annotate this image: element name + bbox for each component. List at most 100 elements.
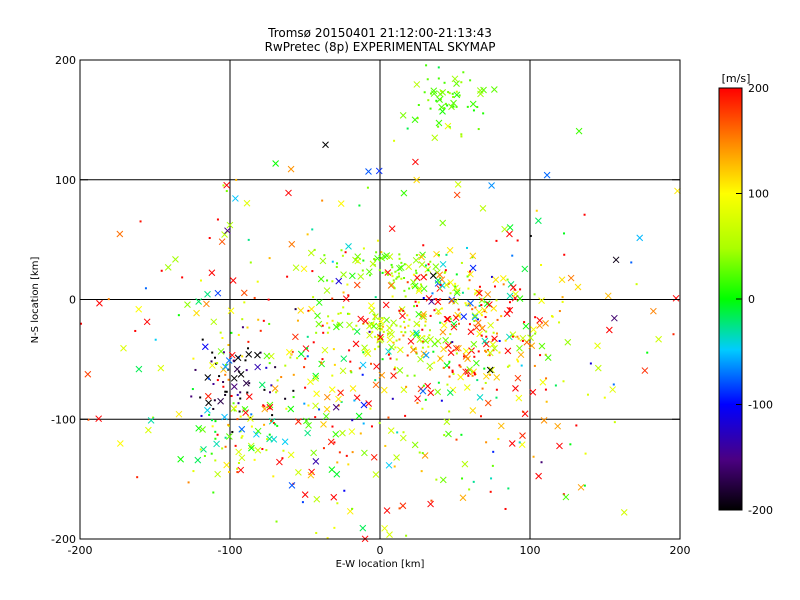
scatter-point xyxy=(536,317,544,324)
scatter-point xyxy=(216,433,219,436)
scatter-point xyxy=(452,314,460,322)
scatter-point xyxy=(466,246,469,249)
scatter-point xyxy=(485,335,488,338)
scatter-point xyxy=(346,321,353,329)
scatter-point xyxy=(321,346,329,354)
scatter-point xyxy=(352,256,359,264)
scatter-point xyxy=(208,413,211,416)
scatter-point xyxy=(512,335,515,338)
scatter-point xyxy=(200,446,207,453)
scatter-point xyxy=(348,349,351,352)
scatter-point xyxy=(195,424,203,432)
scatter-point xyxy=(353,399,356,402)
scatter-point xyxy=(439,476,447,484)
scatter-point xyxy=(229,277,237,284)
scatter-point xyxy=(436,90,444,98)
scatter-point xyxy=(386,253,394,260)
scatter-point xyxy=(445,430,452,438)
scatter-point xyxy=(270,384,273,387)
scatter-point xyxy=(327,438,335,446)
scatter-point xyxy=(151,416,154,419)
scatter-point xyxy=(254,363,262,371)
scatter-point xyxy=(415,310,423,318)
scatter-point xyxy=(262,404,265,407)
scatter-point xyxy=(263,388,266,391)
scatter-point xyxy=(400,261,403,264)
scatter-point xyxy=(238,410,241,413)
scatter-point xyxy=(357,315,365,323)
scatter-point xyxy=(336,321,344,329)
scatter-point xyxy=(351,419,354,422)
scatter-point xyxy=(429,314,432,317)
x-tick-label: -200 xyxy=(68,544,93,557)
scatter-point xyxy=(477,128,480,131)
scatter-point xyxy=(473,324,480,331)
scatter-point xyxy=(262,319,265,322)
scatter-point xyxy=(415,254,418,257)
scatter-point xyxy=(429,260,432,263)
scatter-point xyxy=(393,139,396,142)
scatter-point xyxy=(490,275,493,278)
scatter-point xyxy=(147,417,155,424)
scatter-point xyxy=(395,358,398,361)
scatter-point xyxy=(457,322,460,325)
scatter-point xyxy=(395,277,398,280)
scatter-point xyxy=(154,338,157,341)
scatter-point xyxy=(481,387,484,390)
scatter-point xyxy=(545,400,548,403)
scatter-point xyxy=(227,423,230,426)
scatter-point xyxy=(404,295,407,298)
scatter-point xyxy=(240,436,243,439)
scatter-point xyxy=(239,397,242,400)
scatter-point xyxy=(413,176,421,184)
scatter-point xyxy=(393,287,396,290)
scatter-point xyxy=(430,87,438,95)
scatter-point xyxy=(247,238,250,241)
scatter-point xyxy=(417,103,420,106)
x-tick-label: 0 xyxy=(377,544,384,557)
scatter-point xyxy=(400,308,403,311)
scatter-point xyxy=(261,405,269,413)
scatter-point xyxy=(374,335,377,338)
scatter-point xyxy=(247,347,250,350)
scatter-point xyxy=(488,182,495,189)
scatter-point xyxy=(415,287,423,295)
scatter-point xyxy=(263,423,266,426)
scatter-point xyxy=(349,370,352,373)
scatter-point xyxy=(636,234,644,242)
scatter-point xyxy=(446,383,449,386)
scatter-point xyxy=(485,441,488,444)
scatter-point xyxy=(529,234,532,237)
scatter-point xyxy=(386,531,393,538)
scatter-point xyxy=(335,395,342,403)
scatter-point xyxy=(336,461,339,464)
scatter-point xyxy=(378,269,381,272)
scatter-point xyxy=(437,254,440,257)
scatter-point xyxy=(342,306,345,309)
scatter-point xyxy=(243,199,251,207)
y-tick-label: -100 xyxy=(51,413,76,426)
scatter-point xyxy=(500,315,503,318)
scatter-point xyxy=(461,291,464,294)
scatter-point xyxy=(301,491,309,499)
scatter-point xyxy=(467,374,470,377)
scatter-point xyxy=(317,275,325,283)
scatter-point xyxy=(650,307,657,315)
scatter-point xyxy=(313,390,320,398)
scatter-point xyxy=(594,364,602,372)
scatter-point xyxy=(217,348,225,355)
scatter-point xyxy=(398,507,401,510)
scatter-point xyxy=(428,334,431,337)
scatter-point xyxy=(230,394,233,397)
scatter-point xyxy=(535,472,542,480)
scatter-point xyxy=(459,365,462,368)
scatter-point xyxy=(504,347,512,355)
scatter-point xyxy=(462,347,470,355)
scatter-point xyxy=(478,304,481,307)
scatter-point xyxy=(538,297,545,304)
scatter-point xyxy=(508,307,511,310)
scatter-point xyxy=(222,351,225,354)
scatter-point xyxy=(344,251,347,254)
scatter-point xyxy=(249,261,252,264)
scatter-point xyxy=(223,181,231,189)
